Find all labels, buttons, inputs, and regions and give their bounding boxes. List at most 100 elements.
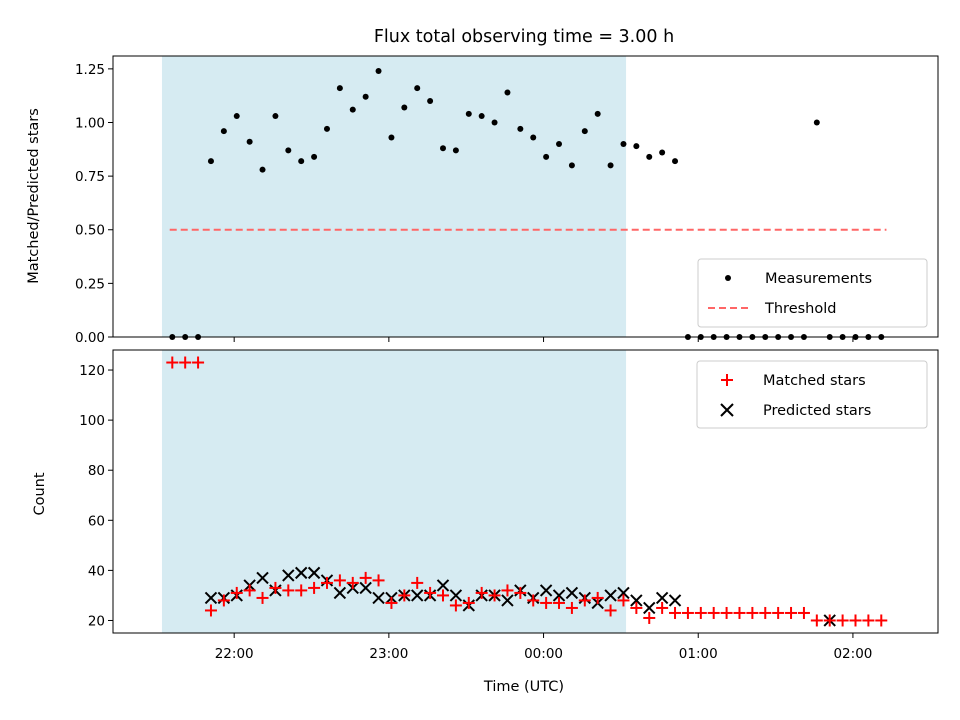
matched-star-point xyxy=(179,356,192,369)
bottom-shaded-interval xyxy=(161,350,627,633)
legend-measurements-label: Measurements xyxy=(765,271,872,287)
measurement-point xyxy=(246,138,253,145)
top-shaded-interval xyxy=(161,56,627,337)
matched-star-point xyxy=(501,584,514,597)
measurement-point xyxy=(259,166,266,173)
matched-star-point xyxy=(346,576,359,589)
matched-star-point xyxy=(204,604,217,617)
predicted-star-point xyxy=(256,571,269,585)
measurement-point xyxy=(440,145,446,152)
measurement-point xyxy=(543,153,550,160)
measurement-point xyxy=(323,125,330,132)
predicted-star-point xyxy=(282,569,295,582)
matched-star-point xyxy=(256,591,269,604)
matched-star-point xyxy=(720,606,733,619)
matched-star-point xyxy=(540,596,553,609)
measurement-point xyxy=(375,68,382,75)
count-points xyxy=(166,356,888,627)
matched-star-point xyxy=(656,601,669,614)
predicted-star-point xyxy=(668,594,682,607)
measurement-point xyxy=(504,89,511,96)
predicted-star-point xyxy=(294,566,308,580)
measurement-point xyxy=(207,158,214,165)
predicted-star-point xyxy=(436,579,450,592)
chart-title: Flux total observing time = 3.00 h xyxy=(374,27,674,47)
measurement-point xyxy=(646,153,653,160)
bottom-y-tick-label: 100 xyxy=(79,413,105,429)
matched-star-point xyxy=(591,591,604,604)
measurement-point xyxy=(233,113,240,120)
top-y-tick-label: 0.25 xyxy=(75,276,105,292)
matched-star-point xyxy=(514,586,527,599)
top-y-tick-label: 1.25 xyxy=(75,62,105,78)
measurement-point xyxy=(414,85,421,92)
measurement-point xyxy=(581,128,588,135)
legend-matched-marker xyxy=(721,374,733,386)
predicted-star-point xyxy=(604,589,617,602)
measurement-point xyxy=(517,125,524,132)
measurement-point xyxy=(659,149,666,156)
matched-star-point xyxy=(669,606,682,619)
bottom-y-tick-label: 60 xyxy=(88,513,105,529)
measurement-point xyxy=(556,140,563,147)
matched-star-point xyxy=(488,589,501,602)
matched-star-point xyxy=(681,606,694,619)
matched-star-point xyxy=(565,601,578,614)
matched-star-point xyxy=(166,356,179,369)
measurement-point xyxy=(285,147,292,154)
matched-star-point xyxy=(785,606,798,619)
matched-star-point xyxy=(437,589,449,602)
x-tick-label: 00:00 xyxy=(524,646,563,662)
top-y-axis-label: Matched/Predicted stars xyxy=(26,108,42,284)
measurement-point xyxy=(349,106,356,113)
matched-star-point xyxy=(746,606,759,619)
matched-star-point xyxy=(449,599,462,612)
predicted-star-point xyxy=(539,584,553,597)
measurement-point xyxy=(491,119,498,126)
matched-star-point xyxy=(797,606,810,619)
measurement-point xyxy=(465,110,472,117)
matched-star-point xyxy=(772,606,785,619)
bottom-y-tick-label: 20 xyxy=(88,613,105,629)
matched-star-point xyxy=(333,574,346,587)
predicted-star-point xyxy=(411,589,424,602)
matched-star-point xyxy=(475,586,488,599)
matched-star-point xyxy=(862,614,875,627)
measurement-point xyxy=(427,98,434,105)
matched-star-point xyxy=(385,596,398,609)
matched-star-point xyxy=(230,586,243,599)
predicted-star-point xyxy=(617,586,630,600)
matched-star-point xyxy=(836,614,849,627)
predicted-star-point xyxy=(643,601,656,615)
measurement-point xyxy=(272,113,279,120)
matched-star-point xyxy=(411,576,424,589)
x-tick-label: 23:00 xyxy=(369,646,408,662)
matched-star-point xyxy=(810,614,823,627)
top-y-tick-label: 1.00 xyxy=(75,115,105,131)
legend-threshold-label: Threshold xyxy=(764,301,836,317)
measurement-point xyxy=(336,85,343,92)
bottom-x-ticks: 22:00 23:00 00:00 01:00 02:00 xyxy=(215,633,872,662)
matched-star-point xyxy=(875,614,888,627)
x-axis-label: Time (UTC) xyxy=(483,679,564,695)
bottom-panel: 20 40 60 80 100 120 22:00 23:00 00:00 01:00 02:00… xyxy=(32,349,939,695)
measurement-point xyxy=(633,143,640,150)
matched-star-point xyxy=(320,576,333,589)
matched-star-point xyxy=(359,571,372,584)
matched-star-point xyxy=(707,606,720,619)
matched-star-point xyxy=(759,606,772,619)
matched-star-point xyxy=(823,614,836,627)
matched-star-point xyxy=(643,611,656,624)
matched-star-point xyxy=(192,356,205,369)
x-tick-label: 01:00 xyxy=(679,646,718,662)
measurement-point xyxy=(298,158,305,165)
predicted-star-point xyxy=(359,581,372,595)
measurement-point xyxy=(311,153,318,160)
x-tick-label: 02:00 xyxy=(833,646,872,662)
measurement-point xyxy=(672,158,679,165)
measurement-point xyxy=(220,128,227,135)
top-panel: 0.00 0.25 0.50 0.75 1.00 1.25 Flux total obse… xyxy=(26,27,939,346)
top-axes-frame xyxy=(112,55,939,338)
bottom-y-tick-label: 80 xyxy=(88,463,105,479)
matched-star-point xyxy=(604,604,617,617)
